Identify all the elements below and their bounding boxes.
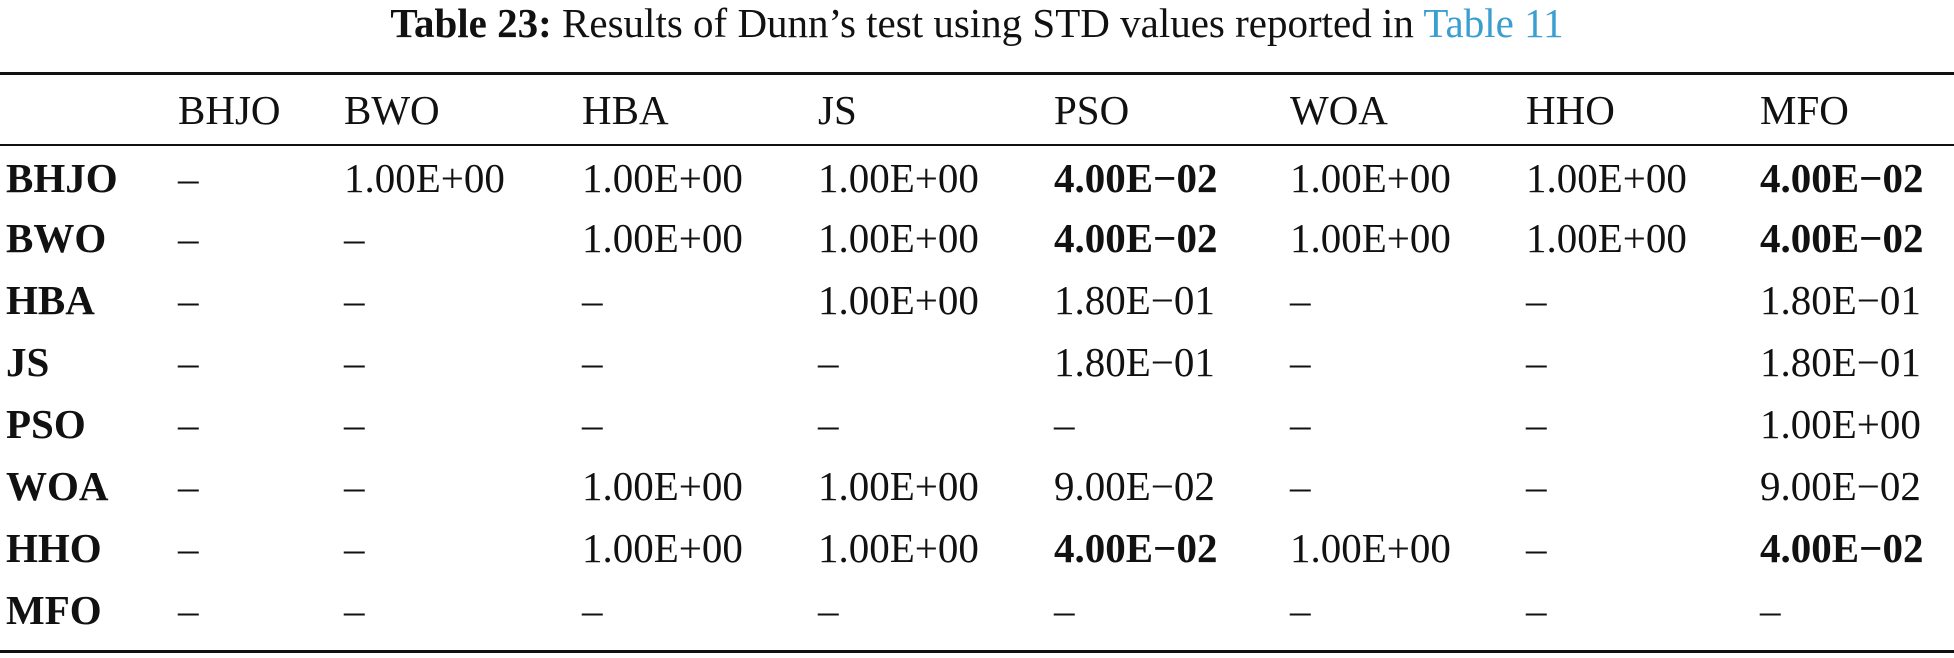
- header-cell: WOA: [1290, 87, 1388, 133]
- header-cell: JS: [818, 87, 857, 133]
- table-cell: –: [1526, 277, 1547, 323]
- table-cell: 4.00E−02: [1054, 525, 1218, 571]
- table-cell: –: [178, 463, 199, 509]
- table-cell: –: [344, 277, 365, 323]
- table-cell: 1.80E−01: [1054, 277, 1215, 323]
- table-11-link[interactable]: Table 11: [1423, 0, 1564, 46]
- table-cell: –: [1526, 339, 1547, 385]
- table-cell: –: [818, 587, 839, 633]
- table-cell: 1.00E+00: [818, 155, 979, 201]
- table-cell: –: [582, 401, 603, 447]
- caption-label: Table 23:: [390, 0, 552, 46]
- table-cell: –: [178, 401, 199, 447]
- table-cell: –: [582, 277, 603, 323]
- header-rule: [0, 144, 1954, 146]
- table-cell: –: [1290, 401, 1311, 447]
- table-cell: 1.00E+00: [582, 215, 743, 261]
- table-cell: 1.00E+00: [344, 155, 505, 201]
- header-cell: [0, 75, 178, 145]
- table-cell: –: [344, 339, 365, 385]
- table-row: BHJO – 1.00E+00 1.00E+00 1.00E+00 4.00E−…: [0, 145, 1954, 207]
- table-cell: –: [1760, 587, 1781, 633]
- header-cell: HBA: [582, 87, 669, 133]
- table-cell: –: [178, 215, 199, 261]
- table-row: HHO – – 1.00E+00 1.00E+00 4.00E−02 1.00E…: [0, 517, 1954, 579]
- table-cell: –: [344, 525, 365, 571]
- table-cell: 4.00E−02: [1760, 155, 1924, 201]
- table-cell: –: [344, 463, 365, 509]
- table-cell: 1.00E+00: [1290, 155, 1451, 201]
- header-cell: BHJO: [178, 87, 281, 133]
- row-header: PSO: [6, 401, 86, 447]
- caption-text: Results of Dunn’s test using STD values …: [551, 0, 1424, 46]
- header-cell: MFO: [1760, 87, 1849, 133]
- table-cell: –: [1054, 587, 1075, 633]
- header-cell: PSO: [1054, 87, 1130, 133]
- table-cell: 4.00E−02: [1054, 155, 1218, 201]
- table-cell: 1.80E−01: [1054, 339, 1215, 385]
- table-cell: –: [818, 339, 839, 385]
- table-cell: –: [344, 587, 365, 633]
- row-header: HHO: [6, 525, 102, 571]
- table-cell: –: [818, 401, 839, 447]
- table-cell: –: [344, 215, 365, 261]
- header-row: BHJO BWO HBA JS PSO WOA HHO MFO: [0, 75, 1954, 145]
- table-cell: 1.80E−01: [1760, 277, 1921, 323]
- row-header: HBA: [6, 277, 95, 323]
- table-row: MFO – – – – – – – –: [0, 579, 1954, 641]
- table-cell: –: [1054, 401, 1075, 447]
- table-cell: 4.00E−02: [1760, 215, 1924, 261]
- table-cell: –: [178, 339, 199, 385]
- table-row: BWO – – 1.00E+00 1.00E+00 4.00E−02 1.00E…: [0, 207, 1954, 269]
- table-cell: –: [1290, 463, 1311, 509]
- table-row: WOA – – 1.00E+00 1.00E+00 9.00E−02 – – 9…: [0, 455, 1954, 517]
- table-cell: –: [1526, 401, 1547, 447]
- bottom-rule: [0, 650, 1954, 653]
- table-row: HBA – – – 1.00E+00 1.80E−01 – – 1.80E−01: [0, 269, 1954, 331]
- table-cell: –: [1290, 277, 1311, 323]
- table-cell: –: [582, 339, 603, 385]
- table-cell: –: [178, 277, 199, 323]
- table-cell: 4.00E−02: [1054, 215, 1218, 261]
- table-caption: Table 23: Results of Dunn’s test using S…: [0, 0, 1954, 46]
- table-cell: 1.00E+00: [1760, 401, 1921, 447]
- table-cell: –: [178, 587, 199, 633]
- table-cell: 1.00E+00: [1526, 155, 1687, 201]
- table-cell: 9.00E−02: [1054, 463, 1215, 509]
- table-cell: 1.00E+00: [818, 525, 979, 571]
- row-header: WOA: [6, 463, 109, 509]
- table-cell: 1.00E+00: [582, 155, 743, 201]
- table-cell: 9.00E−02: [1760, 463, 1921, 509]
- table-cell: –: [1290, 339, 1311, 385]
- top-rule: [0, 72, 1954, 75]
- table-cell: –: [1526, 525, 1547, 571]
- table-cell: 1.80E−01: [1760, 339, 1921, 385]
- table-cell: 1.00E+00: [818, 463, 979, 509]
- table-cell: –: [1526, 587, 1547, 633]
- table-cell: 1.00E+00: [582, 463, 743, 509]
- table-cell: –: [582, 587, 603, 633]
- header-cell: HHO: [1526, 87, 1615, 133]
- header-cell: BWO: [344, 87, 440, 133]
- table-cell: –: [1526, 463, 1547, 509]
- table-cell: 1.00E+00: [582, 525, 743, 571]
- table-cell: –: [178, 525, 199, 571]
- table-cell: 4.00E−02: [1760, 525, 1924, 571]
- table-row: JS – – – – 1.80E−01 – – 1.80E−01: [0, 331, 1954, 393]
- table-cell: –: [344, 401, 365, 447]
- table-cell: 1.00E+00: [1290, 215, 1451, 261]
- table-cell: 1.00E+00: [1290, 525, 1451, 571]
- table-cell: 1.00E+00: [1526, 215, 1687, 261]
- table-cell: –: [178, 155, 199, 201]
- row-header: JS: [6, 339, 50, 385]
- table-cell: 1.00E+00: [818, 277, 979, 323]
- row-header: BWO: [6, 215, 107, 261]
- table-cell: 1.00E+00: [818, 215, 979, 261]
- dunn-test-table: BHJO BWO HBA JS PSO WOA HHO MFO BHJO – 1…: [0, 75, 1954, 641]
- table-cell: –: [1290, 587, 1311, 633]
- row-header: MFO: [6, 587, 102, 633]
- table-row: PSO – – – – – – – 1.00E+00: [0, 393, 1954, 455]
- row-header: BHJO: [6, 155, 118, 201]
